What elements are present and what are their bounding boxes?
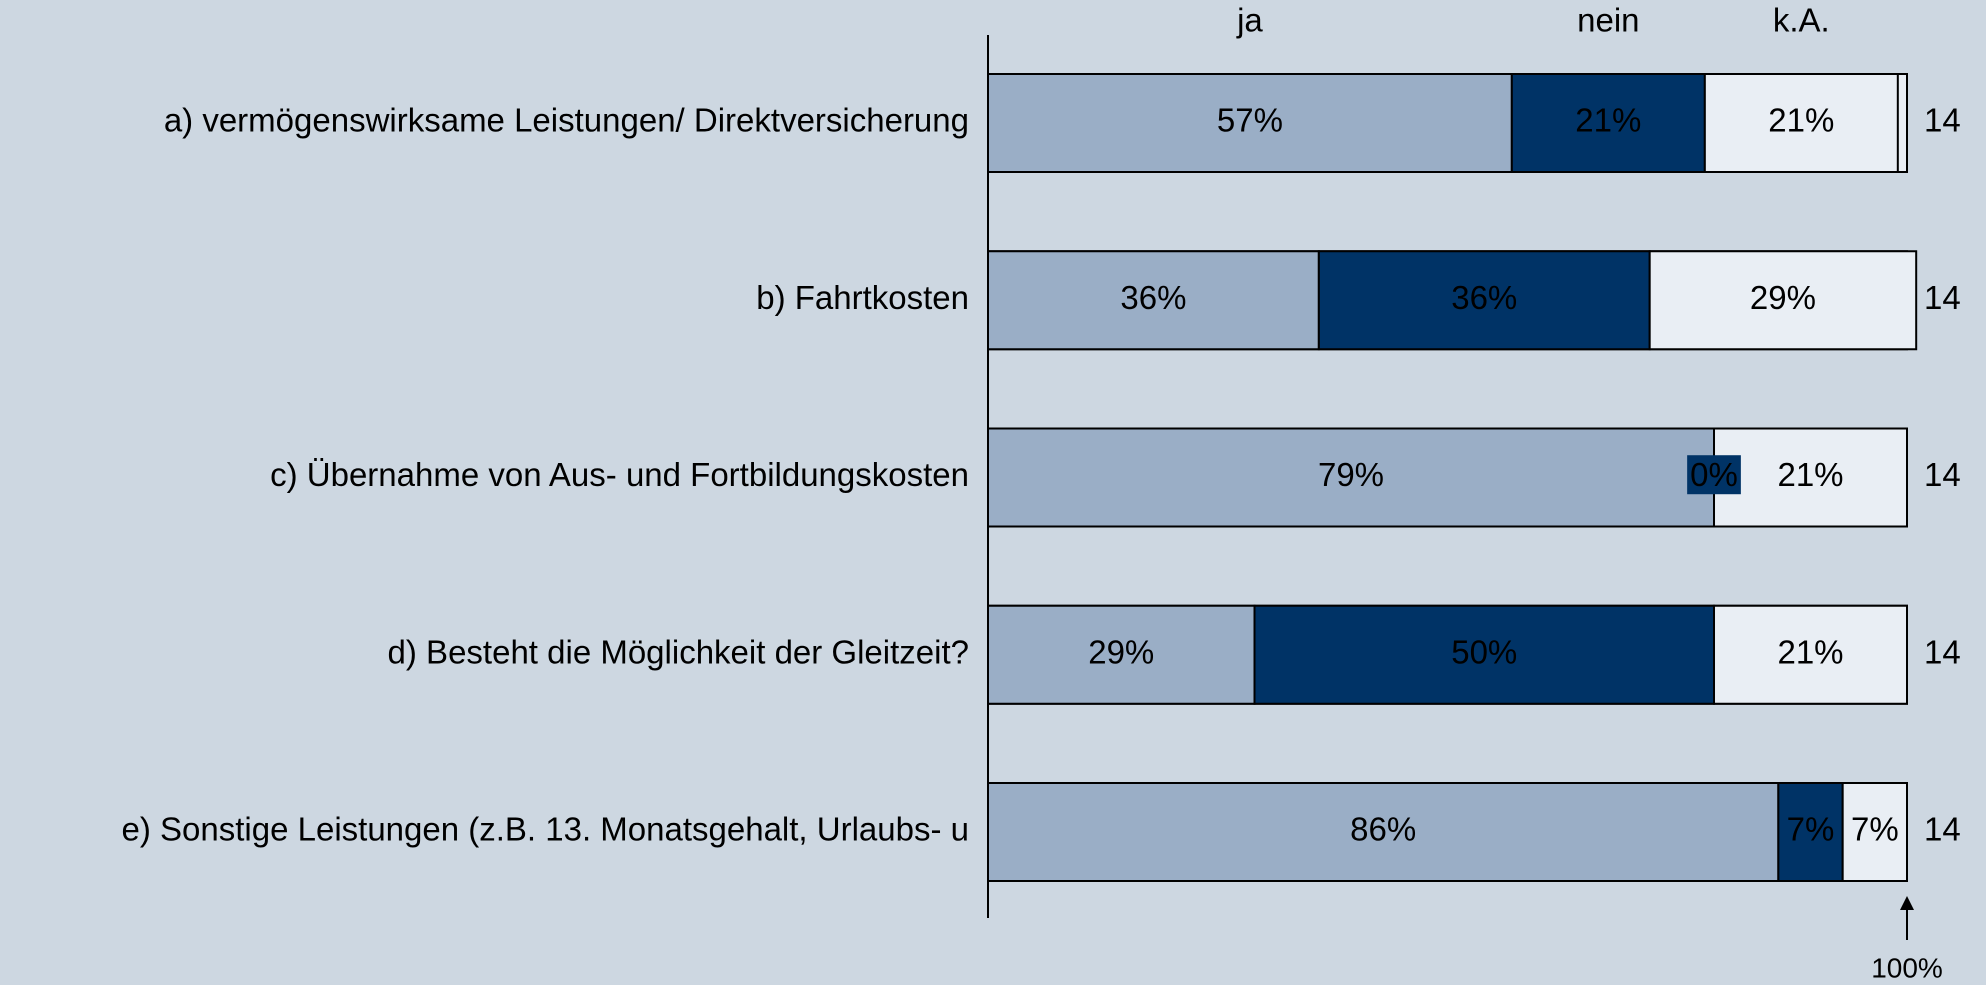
bar-segment (987, 604, 1256, 705)
legend-label: k.A. (1773, 2, 1830, 39)
bar-segment (1713, 427, 1909, 528)
value-label: 50% (1451, 633, 1517, 670)
value-label: 21% (1575, 102, 1641, 139)
annotation: 100% (1871, 952, 1943, 983)
category-label: a) vermögenswirksame Leistungen/ Direktv… (164, 102, 969, 139)
value-label: 86% (1350, 811, 1416, 848)
value-label: 21% (1777, 456, 1843, 493)
n-label: 14 (1924, 279, 1961, 316)
legend-label: nein (1577, 2, 1639, 39)
value-label: 57% (1217, 102, 1283, 139)
value-label-background (1687, 455, 1741, 495)
legend-label: ja (1236, 2, 1263, 39)
bar-segment (987, 782, 1780, 882)
arrow-head (1900, 896, 1914, 910)
value-label: 21% (1768, 102, 1834, 139)
bar-segment (1648, 250, 1918, 351)
n-label: 14 (1924, 811, 1961, 848)
bar-segment (987, 427, 1716, 528)
bar-segment (1713, 604, 1909, 705)
value-label: 29% (1088, 633, 1154, 670)
bar-segment (1841, 782, 1909, 882)
value-label: 7% (1787, 811, 1835, 848)
n-label: 14 (1924, 102, 1961, 139)
value-label: 36% (1120, 279, 1186, 316)
category-label: b) Fahrtkosten (756, 279, 969, 316)
bar-segment (1777, 782, 1844, 882)
bar-segment (1253, 604, 1716, 705)
value-label: 0% (1690, 456, 1738, 493)
bar-segment (1317, 250, 1651, 351)
n-label: 14 (1924, 633, 1961, 670)
bar-segment (1703, 73, 1899, 173)
category-label: d) Besteht die Möglichkeit der Gleitzeit… (388, 633, 969, 670)
bar-segment (987, 250, 1320, 351)
category-label: c) Übernahme von Aus- und Fortbildungsko… (270, 456, 969, 493)
category-label: e) Sonstige Leistungen (z.B. 13. Monatsg… (122, 811, 969, 848)
value-label: 7% (1851, 811, 1899, 848)
n-label: 14 (1924, 456, 1961, 493)
value-label: 21% (1777, 633, 1843, 670)
value-label: 36% (1451, 279, 1517, 316)
value-label: 29% (1750, 279, 1816, 316)
value-label: 79% (1318, 456, 1384, 493)
